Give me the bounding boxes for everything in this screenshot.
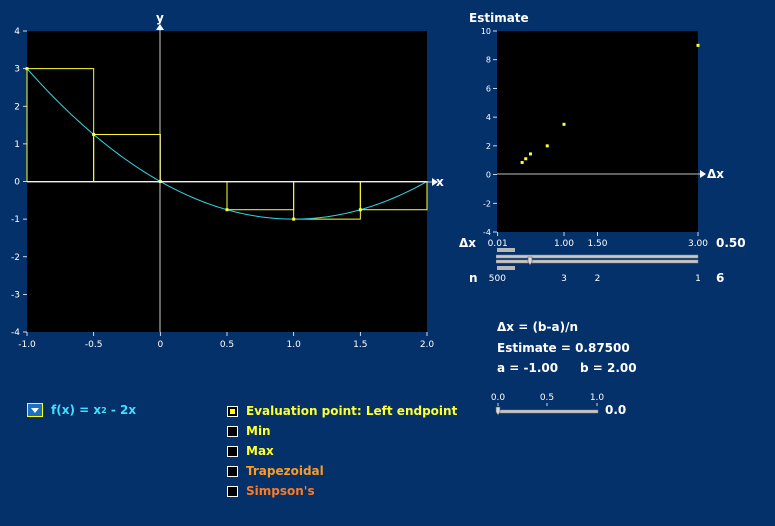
dx-slider-scale-marks bbox=[497, 248, 515, 252]
estimate-x-tick-label: 1.00 bbox=[554, 239, 574, 249]
estimate-point bbox=[520, 160, 524, 164]
checkbox[interactable] bbox=[227, 445, 238, 457]
option-label: Min bbox=[246, 424, 271, 438]
b-value: b = 2.00 bbox=[580, 361, 637, 375]
dx-slider-track-lower[interactable] bbox=[496, 259, 699, 264]
n-slider-scale-marks bbox=[497, 266, 515, 270]
main-plot: 4 3 2 1 0 -1 -2 -3 -4 -1.0 -0.5 0 0.5 1.0 1.5 2.0 x y bbox=[11, 11, 444, 350]
x-tick-label: 1.5 bbox=[353, 340, 367, 350]
estimate-plot: 10 8 6 4 2 0 -2 -4 0.01 1.00 1.50 3.00 500 3 2 1 Δx bbox=[481, 27, 724, 284]
x-tick-label: 0 bbox=[157, 340, 163, 350]
estimate-y-tick-label: 2 bbox=[486, 142, 491, 151]
function-label: f(x) = x bbox=[51, 403, 102, 417]
estimate-x-tick-label: 1.50 bbox=[587, 239, 607, 249]
estimate-plot-area bbox=[497, 31, 698, 232]
estimate-x-tick-label: 3.00 bbox=[688, 239, 708, 249]
function-label-rest: - 2x bbox=[106, 403, 137, 417]
n-tick-label: 1 bbox=[695, 274, 701, 284]
dx-formula: Δx = (b-a)/n bbox=[497, 320, 578, 334]
t-slider[interactable]: 0.0 0.5 1.0 bbox=[488, 390, 608, 422]
estimate-y-tick-label: 0 bbox=[486, 171, 491, 180]
y-tick-label: -4 bbox=[11, 328, 20, 338]
x-axis-label: x bbox=[436, 175, 444, 189]
sample-point bbox=[25, 67, 29, 71]
option-label: Max bbox=[246, 444, 274, 458]
x-tick-label: 2.0 bbox=[420, 340, 435, 350]
n-value: 6 bbox=[716, 271, 725, 285]
t-slider-tick: 0.0 bbox=[491, 393, 506, 403]
n-label: n bbox=[469, 271, 478, 285]
x-tick-label: 1.0 bbox=[287, 340, 302, 350]
n-tick-label: 2 bbox=[595, 274, 601, 284]
riemann-rectangle bbox=[26, 68, 95, 182]
y-axis-arrow bbox=[156, 24, 164, 30]
estimate-point bbox=[545, 144, 549, 148]
estimate-y-tick-label: 4 bbox=[486, 113, 491, 122]
y-tick-label: -1 bbox=[11, 215, 20, 225]
estimate-point bbox=[562, 122, 566, 126]
estimate-y-tick-label: 8 bbox=[486, 56, 491, 65]
option-min[interactable]: Min bbox=[227, 423, 271, 439]
option-trapezoidal[interactable]: Trapezoidal bbox=[227, 463, 324, 479]
t-slider-tick: 1.0 bbox=[590, 393, 605, 403]
t-slider-value: 0.0 bbox=[605, 403, 627, 417]
t-slider-thumb[interactable] bbox=[495, 406, 501, 416]
chevron-down-icon[interactable] bbox=[27, 403, 43, 417]
estimate-y-tick-label: -2 bbox=[483, 199, 491, 208]
x-tick-label: -0.5 bbox=[85, 340, 103, 350]
option-evaluation-point-left-endpoint[interactable]: Evaluation point: Left endpoint bbox=[227, 403, 457, 419]
option-label: Evaluation point: Left endpoint bbox=[246, 404, 458, 418]
checkbox[interactable] bbox=[227, 485, 238, 497]
checkbox[interactable] bbox=[227, 465, 238, 477]
sample-point bbox=[225, 208, 229, 212]
x-tick-label: 0.5 bbox=[220, 340, 234, 350]
option-max[interactable]: Max bbox=[227, 443, 274, 459]
y-tick-label: 0 bbox=[14, 178, 20, 188]
estimate-x-tick-label: 0.01 bbox=[488, 239, 508, 249]
estimate-point bbox=[529, 152, 532, 156]
y-tick-label: -3 bbox=[11, 290, 20, 300]
y-tick-label: 3 bbox=[14, 65, 20, 75]
n-tick-label: 3 bbox=[561, 274, 567, 284]
sample-point bbox=[292, 217, 296, 221]
function-exponent: 2 bbox=[101, 405, 107, 415]
estimate-x-axis-label: Δx bbox=[707, 167, 724, 181]
estimate-y-tick-label: -4 bbox=[483, 228, 491, 237]
y-tick-label: 2 bbox=[14, 102, 20, 112]
estimate-title: Estimate bbox=[469, 11, 529, 25]
t-slider-track[interactable] bbox=[496, 409, 599, 414]
estimate-y-tick-label: 6 bbox=[486, 84, 491, 93]
x-axis-arrow bbox=[432, 178, 438, 186]
checkbox[interactable] bbox=[227, 425, 238, 437]
estimate-x-axis-arrow bbox=[700, 170, 706, 178]
dx-slider-thumb[interactable] bbox=[527, 256, 533, 266]
dx-label: Δx bbox=[459, 236, 477, 250]
n-tick-label: 500 bbox=[489, 274, 506, 284]
x-tick-label: -1.0 bbox=[18, 340, 36, 350]
riemann-rectangle bbox=[359, 181, 428, 211]
y-tick-label: -2 bbox=[11, 253, 20, 263]
estimate-point bbox=[524, 157, 528, 161]
option-label: Trapezoidal bbox=[246, 464, 324, 478]
y-axis-label: y bbox=[156, 11, 164, 25]
estimate-y-tick-label: 10 bbox=[481, 27, 491, 36]
y-tick-label: 1 bbox=[14, 140, 20, 150]
a-value: a = -1.00 bbox=[497, 361, 559, 375]
sample-point bbox=[92, 132, 96, 136]
option-simpson-s[interactable]: Simpson's bbox=[227, 483, 315, 499]
dx-slider-track[interactable] bbox=[496, 254, 699, 259]
checkbox[interactable] bbox=[227, 405, 238, 417]
t-slider-tick: 0.5 bbox=[540, 393, 554, 403]
estimate-point bbox=[696, 43, 700, 47]
sample-point bbox=[358, 208, 362, 212]
y-tick-label: 4 bbox=[14, 27, 20, 37]
estimate-value: Estimate = 0.87500 bbox=[497, 341, 630, 355]
option-label: Simpson's bbox=[246, 484, 315, 498]
dx-slider[interactable] bbox=[496, 248, 701, 272]
dx-value: 0.50 bbox=[716, 236, 746, 250]
